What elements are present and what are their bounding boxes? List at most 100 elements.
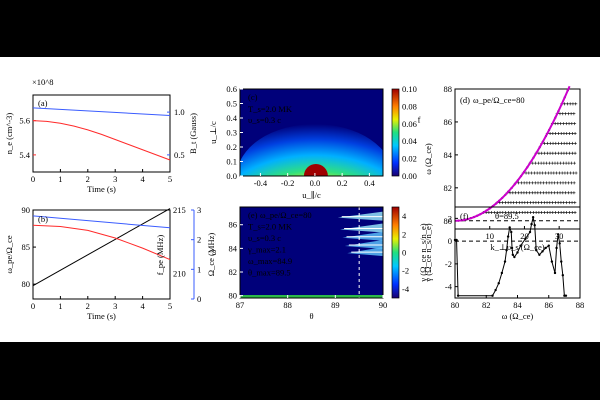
plus-marker xyxy=(553,122,557,126)
plus-marker xyxy=(511,191,515,195)
plus-marker xyxy=(539,181,543,185)
y-tick-label: 80 xyxy=(22,279,31,289)
panel-label: (a) xyxy=(38,98,48,108)
y3-tick-label: 215 xyxy=(173,205,186,215)
plus-marker xyxy=(492,211,496,215)
y2-tick-label: 0.5 xyxy=(174,150,185,160)
x-axis-label: k_⊥υ_s (Ω_ce) xyxy=(490,242,544,252)
plus-marker xyxy=(552,191,556,195)
growth-point xyxy=(500,271,504,275)
y-tick-label: 0.3 xyxy=(226,128,237,138)
y-tick-label: 0.0 xyxy=(226,171,237,181)
x-tick-label: 87 xyxy=(236,300,245,310)
panel-label: (c) xyxy=(248,92,258,102)
plus-marker xyxy=(539,201,543,205)
growth-point xyxy=(561,274,565,277)
growth-point xyxy=(510,246,514,250)
plus-marker xyxy=(569,191,573,195)
x-tick-label: 3 xyxy=(113,301,117,311)
plus-marker xyxy=(522,191,526,195)
plus-marker xyxy=(524,171,528,175)
plus-marker xyxy=(541,191,545,195)
annotation: γ_max=2.1 xyxy=(247,245,286,255)
growth-point xyxy=(564,294,568,297)
plus-marker xyxy=(504,211,508,215)
colorbar-tick-label: 0.10 xyxy=(402,84,417,94)
panel-label: (b) xyxy=(38,214,48,224)
scale-label: ×10^8 xyxy=(32,77,54,87)
plus-marker xyxy=(532,171,536,175)
growth-point xyxy=(519,244,522,247)
plus-marker xyxy=(551,211,555,215)
y-tick-label: 5.6 xyxy=(19,116,30,126)
y-axis-label: ω_pe/Ω_ce xyxy=(4,235,14,274)
plus-marker xyxy=(554,151,558,155)
y-tick-label: 0.6 xyxy=(226,84,237,94)
plus-marker xyxy=(557,141,561,145)
plus-marker xyxy=(573,131,577,135)
plus-marker xyxy=(564,191,568,195)
x-tick-label: 20 xyxy=(520,231,529,241)
plus-marker xyxy=(572,112,576,116)
plus-marker xyxy=(528,181,532,185)
plus-marker xyxy=(567,161,571,165)
plus-marker xyxy=(573,201,577,205)
plus-marker xyxy=(490,211,494,215)
colorbar xyxy=(391,206,400,299)
plus-marker xyxy=(556,201,560,205)
panel-f: 80 82 84 86 88 -4 -2 0 2 ω (Ω_ce) γ (Ω_ce n_s/n_e)… xyxy=(423,206,585,321)
plus-marker xyxy=(559,211,563,215)
colorbar-tick-label: -4 xyxy=(402,284,410,294)
y-tick-label: 80 xyxy=(229,291,238,301)
plus-marker xyxy=(525,181,529,185)
plus-marker xyxy=(562,211,566,215)
panel-a: 0 1 2 3 4 5 5.4 5.6 0.5 1.0 Time (s) n_e (cm^-3) B_t… xyxy=(4,77,198,194)
plus-marker xyxy=(573,122,577,126)
plus-marker xyxy=(565,102,569,106)
growth-point xyxy=(505,249,508,252)
plus-marker xyxy=(568,102,572,106)
plus-marker xyxy=(548,131,552,135)
plus-marker xyxy=(570,151,574,155)
colorbar-label: f xyxy=(418,115,421,125)
x-tick-label: 30 xyxy=(555,231,564,241)
annotation: ω_pe/Ω_ce=80 xyxy=(473,95,525,105)
plus-marker xyxy=(567,181,571,185)
plus-marker xyxy=(559,151,563,155)
x-tick-label: 4 xyxy=(140,174,145,184)
y-tick-label: 0.2 xyxy=(226,142,237,152)
y-axis-label: u_⊥/c xyxy=(208,121,218,144)
y-tick-label: 80 xyxy=(444,216,453,226)
plus-marker xyxy=(536,191,540,195)
dispersion-curve xyxy=(454,85,571,222)
plus-marker xyxy=(569,112,573,116)
plus-marker xyxy=(534,201,538,205)
plus-marker xyxy=(529,211,533,215)
series-line-2 xyxy=(32,215,171,229)
growth-point xyxy=(494,288,497,292)
growth-point xyxy=(556,233,560,236)
x-tick-label: 88 xyxy=(576,300,585,310)
plus-marker xyxy=(569,181,573,185)
annotation: υ_s=0.3 c xyxy=(248,233,281,243)
plus-marker xyxy=(573,141,577,145)
plus-marker xyxy=(512,211,516,215)
plus-marker xyxy=(553,181,557,185)
x-tick-label: 4 xyxy=(140,301,145,311)
plus-marker xyxy=(543,141,547,145)
plus-marker xyxy=(561,191,565,195)
x-tick-label: 5 xyxy=(168,301,172,311)
plus-marker xyxy=(551,201,555,205)
plus-marker xyxy=(557,171,561,175)
plus-marker xyxy=(559,131,563,135)
plus-marker xyxy=(556,131,560,135)
y2-axis-label: B_t (Gauss) xyxy=(188,113,198,154)
plus-marker xyxy=(558,181,562,185)
plus-marker xyxy=(564,112,568,116)
plus-marker xyxy=(548,201,552,205)
plus-marker xyxy=(542,161,546,165)
x-axis-label: u_∥/c xyxy=(302,190,321,200)
plus-marker xyxy=(537,201,541,205)
x-tick-label: 0.4 xyxy=(364,178,375,188)
x-tick-label: 0.0 xyxy=(310,178,321,188)
